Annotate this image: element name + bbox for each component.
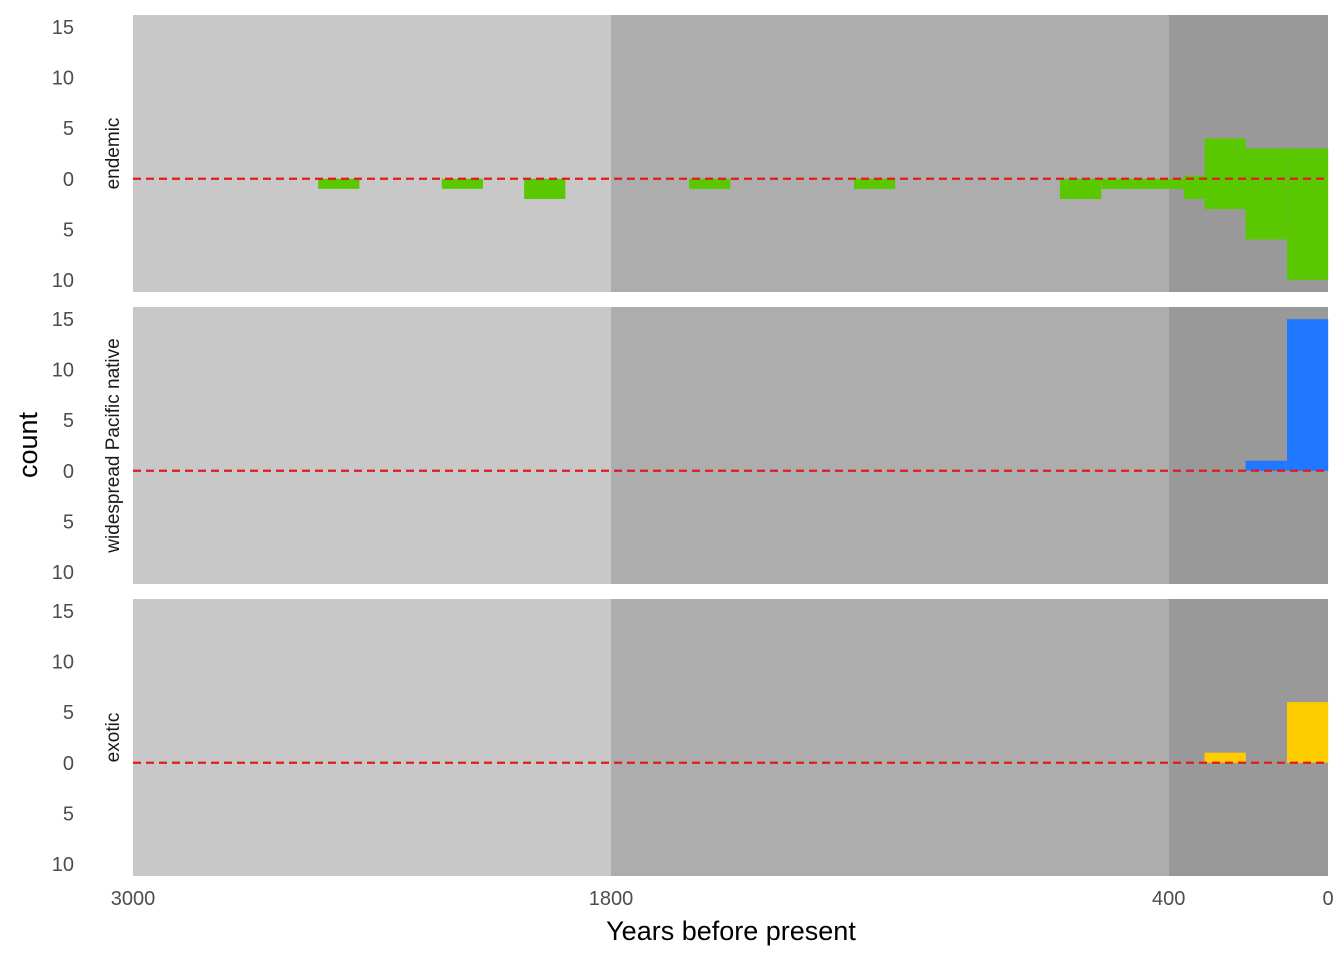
x-tick-label: 0 <box>1322 888 1333 910</box>
y-tick-label: 0 <box>63 461 74 483</box>
x-tick-label: 1800 <box>589 888 634 910</box>
panel-widespread-pacific-native: 15 10 5 0 5 10 widespread Pacific native <box>52 307 1329 584</box>
histogram-bar <box>1101 178 1143 189</box>
x-tick-label: 400 <box>1152 888 1185 910</box>
histogram-bar <box>1142 178 1184 189</box>
x-axis: 3000 1800 400 0 <box>111 888 1334 910</box>
y-tick-label: 10 <box>52 360 74 382</box>
background-band <box>611 15 1169 292</box>
panel-endemic: 15 10 5 0 5 10 endemic <box>52 15 1329 292</box>
histogram-bar <box>1245 148 1287 179</box>
histogram-bar <box>1204 752 1246 763</box>
y-tick-label: 15 <box>52 17 74 39</box>
y-tick-label: 5 <box>63 803 74 825</box>
histogram-bar <box>853 178 896 189</box>
y-tick-label: 5 <box>63 118 74 140</box>
x-tick-label: 3000 <box>111 888 156 910</box>
y-tick-label: 10 <box>52 562 74 584</box>
facet-strip-label: endemic <box>103 118 124 190</box>
y-tick-label: 10 <box>52 854 74 876</box>
y-tick-label: 5 <box>63 511 74 533</box>
y-tick-label: 10 <box>52 68 74 90</box>
histogram-bar <box>1059 178 1102 199</box>
background-band <box>611 599 1169 876</box>
histogram-bar <box>689 178 731 189</box>
y-tick-label: 0 <box>63 753 74 775</box>
facet-strip-label: exotic <box>103 713 124 763</box>
y-tick-label: 0 <box>63 169 74 191</box>
facet-strip-label: widespread Pacific native <box>103 338 124 553</box>
x-axis-title: Years before present <box>606 916 856 946</box>
panel-exotic: 15 10 5 0 5 10 exotic <box>52 599 1329 876</box>
background-band <box>133 15 611 292</box>
histogram-bar <box>1286 148 1329 179</box>
histogram-bar <box>524 178 566 199</box>
y-tick-label: 15 <box>52 309 74 331</box>
y-tick-label: 5 <box>63 219 74 241</box>
y-tick-label: 10 <box>52 652 74 674</box>
histogram-bar <box>441 178 483 189</box>
histogram-bar <box>1204 178 1246 210</box>
histogram-bar <box>1183 175 1226 179</box>
histogram-bar <box>1286 702 1329 763</box>
histogram-bar <box>1245 460 1287 471</box>
y-tick-label: 5 <box>63 702 74 724</box>
y-tick-label: 10 <box>52 270 74 292</box>
histogram-bar <box>1245 178 1287 240</box>
panels-layer: 15 10 5 0 5 10 endemic 15 10 5 0 5 10 widespread Paci… <box>52 15 1329 876</box>
histogram-bar <box>1286 178 1329 280</box>
histogram-bar <box>318 178 360 189</box>
y-tick-label: 15 <box>52 601 74 623</box>
y-tick-label: 5 <box>63 410 74 432</box>
background-band <box>133 307 611 584</box>
histogram-bar <box>1204 138 1246 179</box>
background-band <box>611 307 1169 584</box>
y-axis-title: count <box>13 411 43 478</box>
histogram-bar <box>1286 319 1329 471</box>
background-band <box>133 599 611 876</box>
